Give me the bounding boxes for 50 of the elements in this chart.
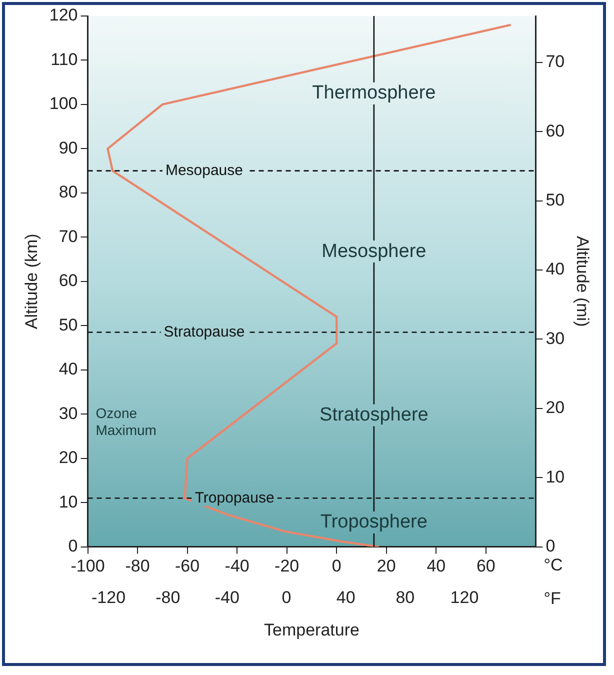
y-tick-label: 120 — [49, 6, 78, 25]
x2-tick-label: 80 — [396, 588, 415, 608]
x-tick-label: -60 — [175, 556, 200, 576]
x-tick-label: 0 — [332, 556, 342, 576]
x2-tick-label: -120 — [92, 588, 126, 608]
x-tick-label: -40 — [224, 556, 250, 576]
y-tick-label: 100 — [49, 94, 78, 114]
x-tick-label: 20 — [376, 556, 396, 576]
x2-tick-label: -80 — [156, 588, 180, 608]
y-tick-label: 80 — [58, 182, 78, 202]
y-tick-label: 90 — [58, 138, 78, 158]
y2-axis-title: Altitude (mi) — [573, 236, 592, 327]
y-tick-label: 110 — [50, 50, 78, 69]
x-tick-label: -80 — [125, 556, 150, 576]
x-tick-label: 40 — [426, 556, 446, 576]
y-axis-title: Altitude (km) — [22, 234, 41, 330]
y2-tick-label: 20 — [546, 398, 565, 418]
y2-tick-label: 30 — [546, 328, 565, 348]
y-tick-label: 50 — [58, 315, 78, 334]
x-tick-label: -100 — [70, 556, 105, 576]
y2-tick-label: 0 — [546, 536, 556, 556]
y2-tick-label: 10 — [546, 467, 565, 486]
annotation: Stratosphere — [320, 404, 428, 426]
x-tick-label: 60 — [476, 556, 496, 576]
ref-line-label: Tropopause — [194, 489, 274, 506]
text: °F — [544, 588, 561, 608]
annotation: Mesosphere — [322, 240, 426, 262]
y-tick-label: 60 — [58, 271, 78, 290]
x2-tick-label: -40 — [214, 588, 240, 608]
y-tick-label: 0 — [68, 536, 78, 556]
x2-tick-label: 40 — [336, 588, 356, 608]
x-tick-label: -20 — [274, 556, 300, 576]
y2-tick-label: 60 — [546, 121, 565, 140]
y-tick-label: 40 — [58, 360, 78, 379]
y-tick-label: 30 — [58, 404, 78, 423]
text: °C — [544, 555, 563, 574]
x2-tick-label: 0 — [282, 588, 292, 608]
annotation: Troposphere — [320, 512, 428, 533]
annotation: Thermosphere — [312, 82, 436, 104]
x2-tick-label: 120 — [450, 588, 479, 608]
y2-tick-label: 70 — [546, 52, 565, 72]
y2-tick-label: 40 — [546, 260, 565, 279]
y-tick-label: 10 — [58, 492, 78, 512]
x-axis-title: Temperature — [264, 620, 360, 640]
ref-line-label: Stratopause — [164, 323, 245, 340]
y2-tick-label: 50 — [546, 190, 565, 210]
y-tick-label: 20 — [58, 448, 78, 468]
annotation: Ozone Maximum — [96, 404, 156, 438]
y-tick-label: 70 — [58, 226, 78, 246]
ref-line-label: Mesopause — [165, 162, 244, 179]
